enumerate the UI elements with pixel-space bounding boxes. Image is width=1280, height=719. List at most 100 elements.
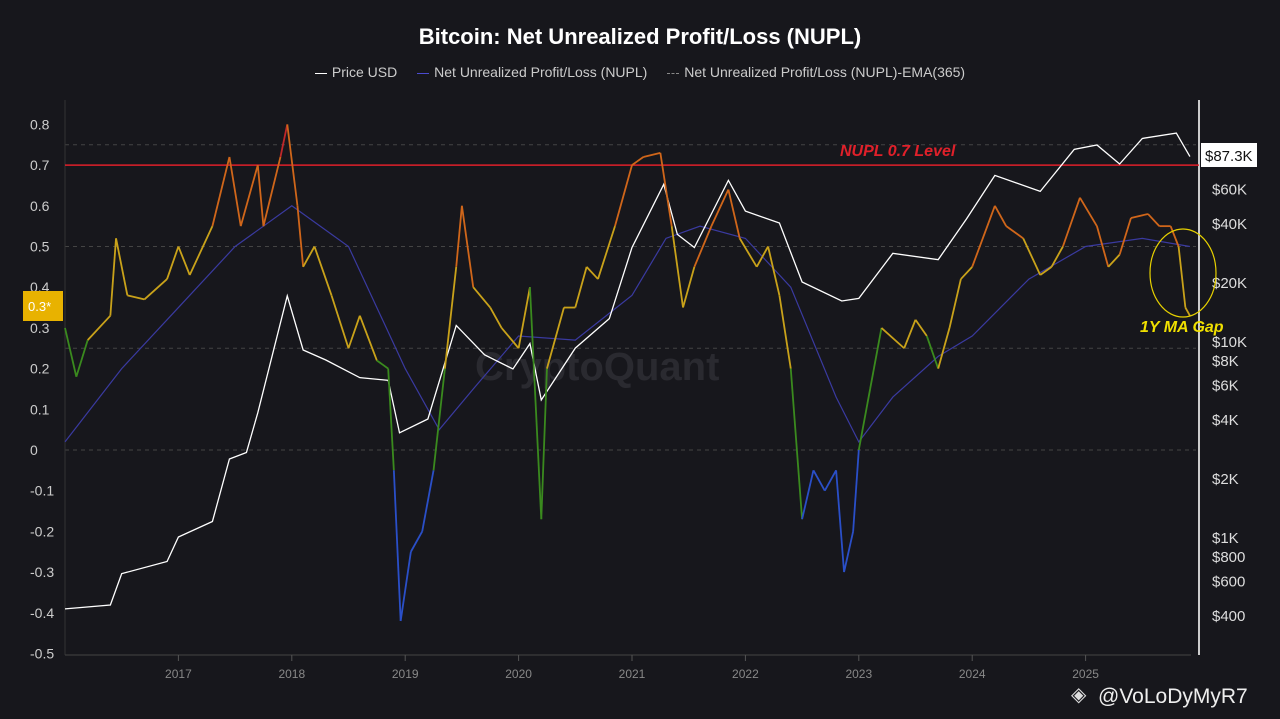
nupl-segment xyxy=(1169,225,1180,247)
nupl-segment xyxy=(443,266,458,369)
y-left-tick-label: 0.1 xyxy=(30,401,50,417)
nupl-segment xyxy=(755,246,769,268)
legend-item-nupl-ema[interactable]: Net Unrealized Profit/Loss (NUPL)-EMA(36… xyxy=(667,64,965,80)
x-tick-label: 2019 xyxy=(392,667,419,681)
y-right-tick-label: $8K xyxy=(1212,353,1239,370)
nupl-segment xyxy=(489,307,503,329)
reference-line-label: NUPL 0.7 Level xyxy=(840,143,956,160)
nupl-segment xyxy=(188,225,214,276)
nupl-segment xyxy=(540,368,548,520)
nupl-segment xyxy=(347,315,361,349)
legend-item-price[interactable]: Price USD xyxy=(314,64,397,80)
annotation-circle xyxy=(1149,228,1217,318)
nupl-segment xyxy=(75,339,89,378)
nupl-segment xyxy=(1079,197,1098,227)
nupl-segment xyxy=(823,469,837,492)
nupl-ema-line xyxy=(64,205,1191,443)
nupl-segment xyxy=(296,205,305,267)
nupl-segment xyxy=(166,246,180,280)
nupl-segment xyxy=(64,327,78,377)
nupl-segment xyxy=(812,469,826,492)
y-left-tick-label: 0.8 xyxy=(30,116,50,132)
x-tick-label: 2023 xyxy=(845,667,872,681)
nupl-segment xyxy=(693,225,713,268)
nupl-segment xyxy=(286,124,299,206)
nupl-segment xyxy=(472,286,491,309)
nupl-segment xyxy=(421,470,435,532)
nupl-segment xyxy=(87,315,112,341)
nupl-segment xyxy=(330,295,350,349)
y-right-tick-label: $40K xyxy=(1212,216,1247,233)
y-left-tick-label: 0.5 xyxy=(30,239,50,255)
y-right-tick-label: $400 xyxy=(1212,608,1245,625)
y-right-tick-label: $20K xyxy=(1212,275,1247,292)
price-line xyxy=(64,132,1191,610)
x-tick-label: 2020 xyxy=(505,667,532,681)
nupl-segment xyxy=(376,359,389,370)
nupl-segment xyxy=(727,189,741,239)
nupl-segment xyxy=(256,165,265,227)
current-nupl-label: 0.3* xyxy=(28,299,51,314)
nupl-segment xyxy=(585,266,599,280)
nupl-segment xyxy=(670,226,684,308)
current-price-label: $87.3K xyxy=(1205,148,1253,165)
nupl-segment xyxy=(1096,225,1110,268)
nupl-segment xyxy=(710,189,730,227)
y-left-tick-label: -0.2 xyxy=(30,523,54,539)
y-left-tick-label: -0.5 xyxy=(30,646,54,662)
nupl-segment xyxy=(1118,217,1132,255)
nupl-segment xyxy=(358,315,378,361)
nupl-segment xyxy=(500,327,520,349)
nupl-segment xyxy=(1184,307,1191,317)
nupl-segment xyxy=(1130,213,1149,219)
y-left-tick-label: 0.3 xyxy=(30,320,50,336)
y-right-tick-label: $10K xyxy=(1212,334,1247,351)
nupl-segment xyxy=(392,470,402,621)
nupl-segment xyxy=(914,319,928,337)
nupl-segment xyxy=(228,156,242,227)
nupl-segment xyxy=(546,307,565,369)
x-tick-label: 2022 xyxy=(732,667,759,681)
nupl-segment xyxy=(115,238,129,296)
x-tick-label: 2024 xyxy=(959,667,986,681)
nupl-segment xyxy=(1022,237,1042,276)
y-right-tick-label: $1K xyxy=(1212,530,1239,547)
nupl-segment xyxy=(789,368,803,520)
nupl-segment xyxy=(574,266,588,308)
nupl-segment xyxy=(1050,246,1064,268)
nupl-segment xyxy=(880,327,905,349)
nupl-segment xyxy=(925,335,940,369)
y-left-tick-label: -0.3 xyxy=(30,564,54,580)
nupl-segment xyxy=(1147,213,1160,227)
nupl-segment xyxy=(960,266,973,280)
nupl-segment xyxy=(659,152,673,227)
nupl-segment xyxy=(143,278,168,301)
nupl-segment xyxy=(614,164,633,227)
nupl-segment xyxy=(835,470,845,573)
nupl-segment xyxy=(239,164,259,227)
nupl-segment xyxy=(843,531,855,573)
y-left-tick-label: 0.2 xyxy=(30,361,50,377)
x-tick-label: 2025 xyxy=(1072,667,1099,681)
nupl-segment xyxy=(971,205,996,268)
nupl-segment xyxy=(631,156,644,166)
legend-item-nupl[interactable]: Net Unrealized Profit/Loss (NUPL) xyxy=(417,64,647,80)
nupl-segment xyxy=(1107,254,1121,268)
nupl-segment xyxy=(937,327,951,369)
nupl-segment xyxy=(738,237,758,268)
nupl-segment xyxy=(869,327,883,390)
y-right-tick-label: $600 xyxy=(1212,573,1245,590)
nupl-segment xyxy=(432,368,446,471)
y-left-tick-label: -0.1 xyxy=(30,483,54,499)
y-right-tick-label: $800 xyxy=(1212,549,1245,566)
y-right-tick-label: $2K xyxy=(1212,471,1239,488)
x-tick-label: 2021 xyxy=(619,667,646,681)
nupl-segment xyxy=(177,246,191,276)
y-left-tick-label: -0.4 xyxy=(30,605,54,621)
nupl-segment xyxy=(857,388,872,451)
nupl-segment xyxy=(262,156,282,227)
y-right-tick-label: $6K xyxy=(1212,377,1239,394)
credit-label: @VoLoDyMyR7 xyxy=(1098,685,1248,708)
current-price-badge xyxy=(1201,143,1257,167)
